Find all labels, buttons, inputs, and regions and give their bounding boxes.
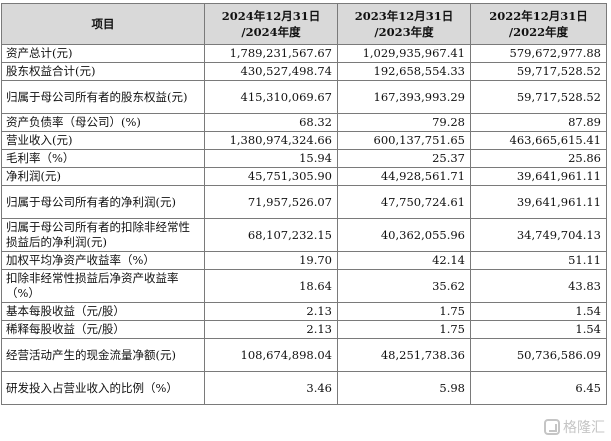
value-2022: 50,736,586.09 (470, 338, 607, 372)
table-row: 净利润(元) 45,751,305.90 44,928,561.71 39,64… (1, 167, 607, 186)
value-2023: 192,658,554.33 (337, 62, 471, 81)
row-label: 稀释每股收益（元/股） (1, 320, 205, 339)
financial-indicators-table: 项目 2024年12月31日/2024年度 2023年12月31日/2023年度… (1, 3, 607, 405)
value-2024: 2.13 (204, 320, 338, 339)
table-row: 扣除非经常性损益后净资产收益率（%） 18.64 35.62 43.83 (1, 269, 607, 303)
table-row: 资产总计(元) 1,789,231,567.67 1,029,935,967.4… (1, 44, 607, 63)
table-header-row: 项目 2024年12月31日/2024年度 2023年12月31日/2023年度… (1, 3, 607, 45)
row-label: 研发投入占营业收入的比例（%） (1, 371, 205, 405)
row-label: 扣除非经常性损益后净资产收益率（%） (1, 269, 205, 303)
value-2022: 39,641,961.11 (470, 185, 607, 219)
row-label: 股东权益合计(元) (1, 62, 205, 81)
table-row: 毛利率（%） 15.94 25.37 25.86 (1, 149, 607, 168)
table-row: 加权平均净资产收益率（%） 19.70 42.14 51.11 (1, 251, 607, 270)
value-2024: 1,380,974,324.66 (204, 131, 338, 150)
value-2024: 430,527,498.74 (204, 62, 338, 81)
value-2022: 59,717,528.52 (470, 62, 607, 81)
table-row: 基本每股收益（元/股） 2.13 1.75 1.54 (1, 302, 607, 321)
value-2022: 6.45 (470, 371, 607, 405)
table-row: 资产负债率（母公司）(%) 68.32 79.28 87.89 (1, 113, 607, 132)
value-2023: 35.62 (337, 269, 471, 303)
table-row: 经营活动产生的现金流量净额(元) 108,674,898.04 48,251,7… (1, 338, 607, 372)
value-2023: 1,029,935,967.41 (337, 44, 471, 63)
value-2023: 1.75 (337, 302, 471, 321)
value-2022: 43.83 (470, 269, 607, 303)
watermark: 格隆汇 (544, 417, 605, 437)
value-2023: 42.14 (337, 251, 471, 270)
row-label: 营业收入(元) (1, 131, 205, 150)
header-item: 项目 (1, 3, 205, 45)
value-2023: 600,137,751.65 (337, 131, 471, 150)
value-2024: 45,751,305.90 (204, 167, 338, 186)
table-row: 归属于母公司所有者的净利润(元) 71,957,526.07 47,750,72… (1, 185, 607, 219)
value-2023: 79.28 (337, 113, 471, 132)
row-label: 资产总计(元) (1, 44, 205, 63)
value-2023: 25.37 (337, 149, 471, 168)
header-2024: 2024年12月31日/2024年度 (204, 3, 338, 45)
value-2023: 5.98 (337, 371, 471, 405)
watermark-logo-icon (544, 419, 560, 435)
value-2024: 1,789,231,567.67 (204, 44, 338, 63)
value-2024: 415,310,069.67 (204, 80, 338, 114)
table-row: 归属于母公司所有者的扣除非经常性损益后的净利润(元) 68,107,232.15… (1, 218, 607, 252)
header-2023: 2023年12月31日/2023年度 (337, 3, 471, 45)
table-row: 股东权益合计(元) 430,527,498.74 192,658,554.33 … (1, 62, 607, 81)
value-2024: 68,107,232.15 (204, 218, 338, 252)
value-2022: 579,672,977.88 (470, 44, 607, 63)
value-2022: 51.11 (470, 251, 607, 270)
value-2022: 34,749,704.13 (470, 218, 607, 252)
table-row: 稀释每股收益（元/股） 2.13 1.75 1.54 (1, 320, 607, 339)
row-label: 加权平均净资产收益率（%） (1, 251, 205, 270)
value-2022: 1.54 (470, 302, 607, 321)
value-2023: 40,362,055.96 (337, 218, 471, 252)
row-label: 归属于母公司所有者的股东权益(元) (1, 80, 205, 114)
value-2023: 167,393,993.29 (337, 80, 471, 114)
value-2024: 68.32 (204, 113, 338, 132)
row-label: 基本每股收益（元/股） (1, 302, 205, 321)
value-2022: 25.86 (470, 149, 607, 168)
row-label: 归属于母公司所有者的净利润(元) (1, 185, 205, 219)
value-2024: 19.70 (204, 251, 338, 270)
row-label: 净利润(元) (1, 167, 205, 186)
watermark-text: 格隆汇 (563, 420, 605, 436)
value-2022: 39,641,961.11 (470, 167, 607, 186)
value-2023: 48,251,738.36 (337, 338, 471, 372)
value-2024: 3.46 (204, 371, 338, 405)
value-2022: 463,665,615.41 (470, 131, 607, 150)
value-2022: 87.89 (470, 113, 607, 132)
header-2022: 2022年12月31日/2022年度 (470, 3, 607, 45)
table-row: 归属于母公司所有者的股东权益(元) 415,310,069.67 167,393… (1, 80, 607, 114)
row-label: 资产负债率（母公司）(%) (1, 113, 205, 132)
table-row: 营业收入(元) 1,380,974,324.66 600,137,751.65 … (1, 131, 607, 150)
value-2023: 1.75 (337, 320, 471, 339)
value-2022: 59,717,528.52 (470, 80, 607, 114)
row-label: 归属于母公司所有者的扣除非经常性损益后的净利润(元) (1, 218, 205, 252)
value-2024: 18.64 (204, 269, 338, 303)
value-2023: 44,928,561.71 (337, 167, 471, 186)
financial-table-container: 项目 2024年12月31日/2024年度 2023年12月31日/2023年度… (1, 3, 607, 405)
row-label: 经营活动产生的现金流量净额(元) (1, 338, 205, 372)
row-label: 毛利率（%） (1, 149, 205, 168)
value-2024: 15.94 (204, 149, 338, 168)
value-2024: 2.13 (204, 302, 338, 321)
table-row: 研发投入占营业收入的比例（%） 3.46 5.98 6.45 (1, 371, 607, 405)
value-2022: 1.54 (470, 320, 607, 339)
value-2024: 108,674,898.04 (204, 338, 338, 372)
value-2023: 47,750,724.61 (337, 185, 471, 219)
value-2024: 71,957,526.07 (204, 185, 338, 219)
